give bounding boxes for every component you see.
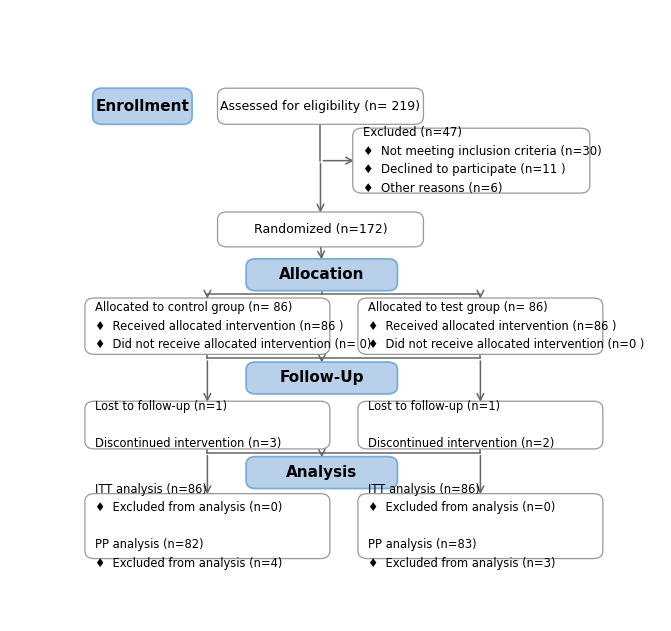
Text: Lost to follow-up (n=1)

Discontinued intervention (n=2): Lost to follow-up (n=1) Discontinued int…: [368, 400, 555, 450]
FancyBboxPatch shape: [358, 493, 603, 558]
Text: Lost to follow-up (n=1)

Discontinued intervention (n=3): Lost to follow-up (n=1) Discontinued int…: [95, 400, 282, 450]
FancyBboxPatch shape: [358, 401, 603, 449]
FancyBboxPatch shape: [358, 298, 603, 355]
FancyBboxPatch shape: [217, 88, 423, 124]
Text: ITT analysis (n=86)
♦  Excluded from analysis (n=0)

PP analysis (n=83)
♦  Exclu: ITT analysis (n=86) ♦ Excluded from anal…: [368, 483, 556, 570]
FancyBboxPatch shape: [217, 212, 423, 247]
Text: Assessed for eligibility (n= 219): Assessed for eligibility (n= 219): [221, 100, 421, 113]
Text: Excluded (n=47)
♦  Not meeting inclusion criteria (n=30)
♦  Declined to particip: Excluded (n=47) ♦ Not meeting inclusion …: [363, 126, 602, 195]
Text: Allocation: Allocation: [279, 268, 364, 282]
FancyBboxPatch shape: [85, 493, 330, 558]
FancyBboxPatch shape: [246, 457, 397, 488]
Text: Allocated to test group (n= 86)
♦  Received allocated intervention (n=86 )
♦  Di: Allocated to test group (n= 86) ♦ Receiv…: [368, 301, 645, 351]
Text: Follow-Up: Follow-Up: [280, 370, 364, 386]
Text: Enrollment: Enrollment: [95, 98, 189, 114]
Text: ITT analysis (n=86)
♦  Excluded from analysis (n=0)

PP analysis (n=82)
♦  Exclu: ITT analysis (n=86) ♦ Excluded from anal…: [95, 483, 282, 570]
Text: Randomized (n=172): Randomized (n=172): [254, 223, 387, 236]
FancyBboxPatch shape: [246, 362, 397, 394]
FancyBboxPatch shape: [353, 128, 590, 193]
Text: Allocated to control group (n= 86)
♦  Received allocated intervention (n=86 )
♦ : Allocated to control group (n= 86) ♦ Rec…: [95, 301, 372, 351]
FancyBboxPatch shape: [85, 401, 330, 449]
FancyBboxPatch shape: [246, 259, 397, 291]
FancyBboxPatch shape: [85, 298, 330, 355]
Text: Analysis: Analysis: [286, 465, 358, 480]
FancyBboxPatch shape: [93, 88, 192, 124]
